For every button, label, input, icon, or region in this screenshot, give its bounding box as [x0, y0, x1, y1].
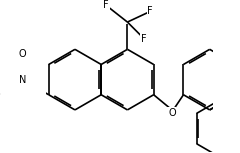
Text: O: O: [18, 49, 26, 59]
Text: F: F: [141, 34, 147, 44]
Text: N: N: [19, 75, 26, 85]
Text: F: F: [103, 0, 109, 10]
Text: O: O: [168, 108, 176, 118]
Text: F: F: [147, 6, 153, 17]
